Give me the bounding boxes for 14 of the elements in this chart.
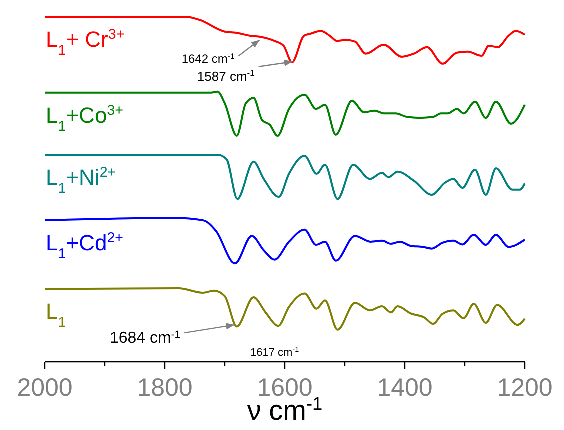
x-tick-label: 1800 [137,374,193,402]
x-tick-label: 1200 [497,374,553,402]
x-tick-label: 1600 [257,374,313,402]
annotation: 1684 cm$^{-1}$ [110,330,181,348]
series-label: L$_{1}$+Co$^{3+}$ [46,102,124,135]
x-tick-label: 1400 [377,374,433,402]
x-tick-label: 2000 [17,374,73,402]
series-label: L$_{1}$ [46,299,66,332]
series-label: L$_{1}$+ Cr$^{3+}$ [46,27,125,59]
series-label: L$_{1}$+Cd$^{2+}$ [46,230,124,263]
series-label: L$_{1}$+Ni$^{2+}$ [46,165,116,197]
annotation: 1617 cm$^{-1}$ [250,346,300,360]
annotation: 1587 cm$^{-1}$ [197,68,256,84]
annotation: 1642 cm$^{-1}$ [182,52,235,66]
